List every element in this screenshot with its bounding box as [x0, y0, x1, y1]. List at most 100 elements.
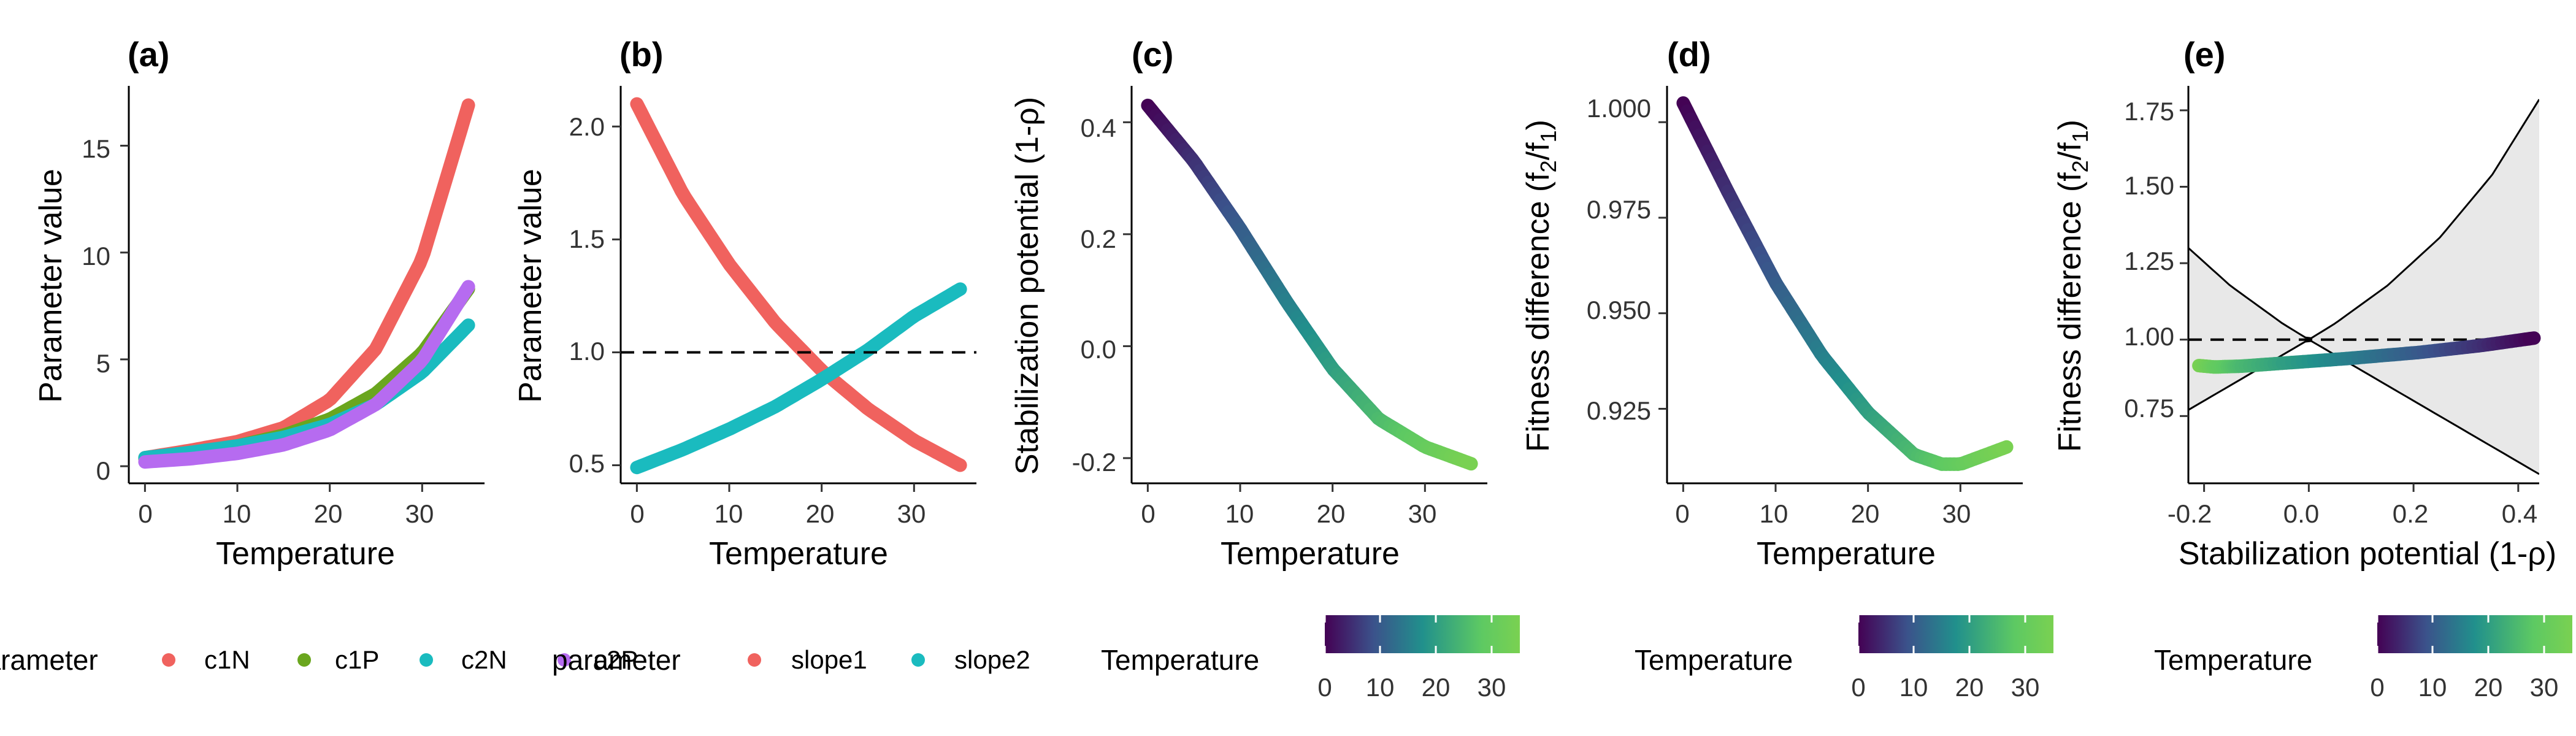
y-tick-e-1.25: 1.25: [2124, 247, 2174, 275]
series-segment-e-79: [2523, 331, 2541, 346]
legend-key-slope2: [911, 653, 925, 667]
x-tick-b-20: 20: [806, 499, 835, 528]
y-tick-c-0.0: 0.0: [1081, 335, 1116, 364]
y-tick-e-1.50: 1.50: [2124, 171, 2174, 200]
panel-d: (d) Fitness difference (f2/f1) Temperatu…: [1520, 35, 2023, 572]
legend-title-e: Temperature: [2154, 644, 2312, 676]
x-axis-title-b: Temperature: [709, 536, 888, 572]
y-tick-a-10: 10: [82, 242, 110, 270]
x-axis-title-c: Temperature: [1221, 536, 1400, 572]
series-segment-c-79: [1460, 455, 1478, 471]
legend-key-c1P: [297, 653, 311, 667]
y-axis-title-c: Stabilization potential (1-ρ): [1010, 97, 1045, 475]
colorbar-tick-d-0: 0: [1851, 673, 1865, 702]
series-line-a-c1N: [138, 98, 475, 465]
colorbar-tick-d-20: 20: [1955, 673, 1984, 702]
x-tick-c-0: 0: [1141, 499, 1155, 528]
series-line-a-c2P: [138, 280, 475, 469]
y-tick-e-1.75: 1.75: [2124, 97, 2174, 126]
series-line-c: [1141, 98, 1478, 471]
x-tick-d-30: 30: [1942, 499, 1971, 528]
x-tick-e-0.4: 0.4: [2502, 499, 2537, 528]
legend-label-c1N: c1N: [204, 645, 250, 674]
colorbar-e: [2377, 615, 2572, 653]
y-tick-e-1.00: 1.00: [2124, 322, 2174, 351]
legend-label-c2N: c2N: [461, 645, 507, 674]
colorbar-c: [1325, 615, 1520, 653]
y-tick-b-0.5: 0.5: [569, 449, 605, 478]
plot-area-a: [120, 86, 485, 492]
legend-c: Temperature 0 10 20 30: [1101, 615, 1520, 702]
colorbar-tick-e-20: 20: [2474, 673, 2503, 702]
x-tick-c-10: 10: [1225, 499, 1254, 528]
x-axis-title-e: Stabilization potential (1-ρ): [2179, 536, 2556, 572]
x-tick-d-20: 20: [1851, 499, 1880, 528]
coexistence-group-e: [2188, 99, 2539, 475]
panel-c: (c) Stabilization potential (1-ρ) Temper…: [1010, 35, 1487, 572]
y-tick-b-1.0: 1.0: [569, 337, 605, 366]
y-tick-d-1.000: 1.000: [1587, 94, 1651, 123]
colorbar-tick-c-20: 20: [1422, 673, 1451, 702]
coexistence-lower-bound: [2188, 340, 2539, 475]
colorbar-tick-c-30: 30: [1478, 673, 1506, 702]
x-tick-c-20: 20: [1317, 499, 1346, 528]
colorbar-tick-e-0: 0: [2370, 673, 2384, 702]
legend-title-a: parameter: [0, 644, 98, 676]
legend-key-c2P: [558, 653, 571, 667]
plot-area-e: [2180, 86, 2541, 492]
colorbar-ticks-e: [2376, 615, 2545, 653]
legend-a: parameter c1N c1P c2N c2P: [0, 644, 638, 676]
x-tick-b-10: 10: [715, 499, 743, 528]
legend-e: Temperature 0 10 20 30: [2154, 615, 2572, 702]
panel-label-a: (a): [128, 35, 169, 74]
legend-label-slope2: slope2: [954, 645, 1030, 674]
panel-a: (a) Parameter value Temperature 0 5 10 1…: [33, 35, 485, 572]
y-tick-d-0.950: 0.950: [1587, 296, 1651, 324]
legend-title-b: parameter: [552, 644, 681, 676]
x-axis-title-d: Temperature: [1757, 536, 1936, 572]
x-tick-a-0: 0: [138, 499, 152, 528]
x-tick-e-0.2: 0.2: [2393, 499, 2428, 528]
x-tick-a-30: 30: [405, 499, 434, 528]
legend-label-c1P: c1P: [335, 645, 379, 674]
y-tick-a-0: 0: [96, 456, 110, 485]
x-tick-c-30: 30: [1408, 499, 1437, 528]
legend-label-c2P: c2P: [594, 645, 638, 674]
x-tick-d-10: 10: [1760, 499, 1788, 528]
y-axis-title-b: Parameter value: [513, 169, 548, 403]
y-tick-d-0.925: 0.925: [1587, 396, 1651, 425]
y-tick-c-0.4: 0.4: [1081, 113, 1116, 142]
series-line-b-slope1: [630, 97, 967, 472]
y-tick-c-neg0.2: -0.2: [1072, 448, 1116, 477]
panel-e: (e) Fitness difference (f2/f1) Stabiliza…: [2052, 35, 2556, 572]
y-axis-title-a: Parameter value: [33, 169, 69, 403]
legend-title-d: Temperature: [1635, 644, 1793, 676]
colorbar-tick-c-0: 0: [1317, 673, 1332, 702]
plot-area-b: [612, 86, 976, 492]
x-axis-title-a: Temperature: [216, 536, 395, 572]
colorbar-tick-d-30: 30: [2011, 673, 2040, 702]
panel-label-e: (e): [2183, 35, 2225, 74]
legend-b: parameter slope1 slope2: [552, 644, 1030, 676]
y-tick-b-2.0: 2.0: [569, 112, 605, 141]
legend-label-slope1: slope1: [791, 645, 867, 674]
colorbar-ticks-d: [1857, 615, 2026, 653]
colorbar-tick-e-10: 10: [2418, 673, 2447, 702]
x-tick-a-20: 20: [314, 499, 343, 528]
coexistence-region: [2188, 99, 2539, 475]
colorbar-tick-e-30: 30: [2530, 673, 2559, 702]
y-tick-d-0.975: 0.975: [1587, 195, 1651, 224]
colorbar-tick-c-10: 10: [1366, 673, 1395, 702]
x-tick-e-0.0: 0.0: [2283, 499, 2319, 528]
plot-area-d: [1658, 86, 2023, 492]
y-tick-a-5: 5: [96, 349, 110, 378]
series-line-e: [2192, 331, 2541, 374]
x-tick-d-0: 0: [1675, 499, 1689, 528]
coexistence-upper-bound: [2188, 99, 2539, 339]
y-tick-c-0.2: 0.2: [1081, 224, 1116, 253]
y-tick-a-15: 15: [82, 134, 110, 163]
x-tick-b-30: 30: [897, 499, 926, 528]
x-tick-a-10: 10: [223, 499, 251, 528]
x-tick-b-0: 0: [630, 499, 644, 528]
